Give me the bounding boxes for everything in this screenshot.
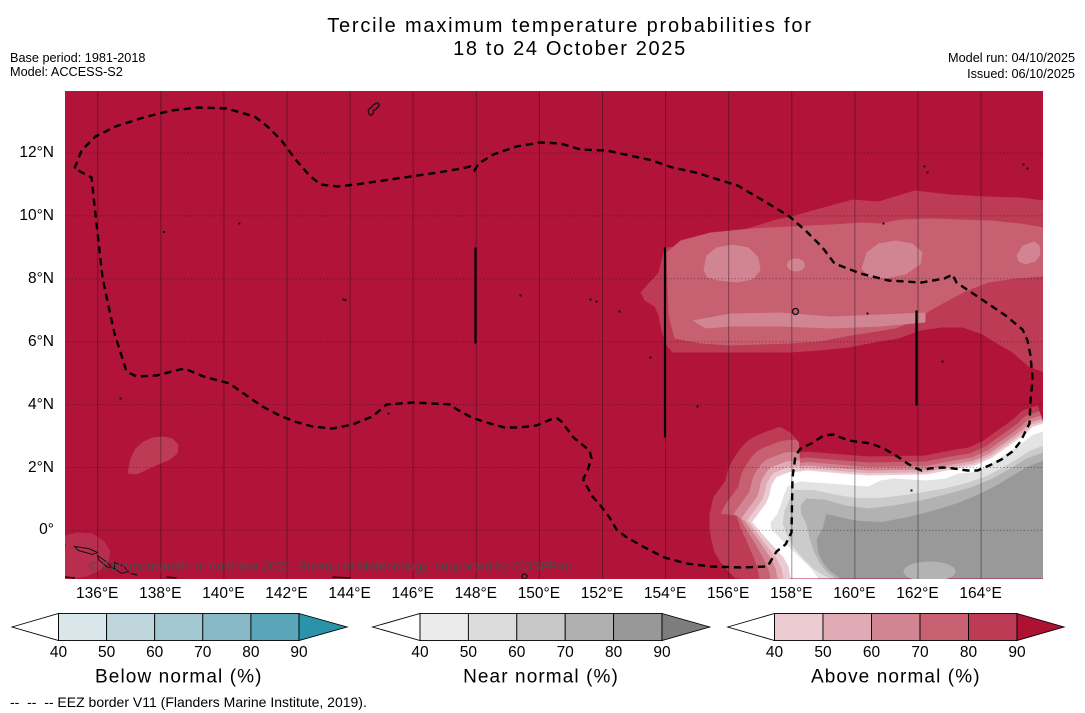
svg-text:© Commonwealth of Australia 20: © Commonwealth of Australia 2025, Bureau… xyxy=(88,558,571,573)
svg-text:60: 60 xyxy=(508,644,526,661)
svg-text:40: 40 xyxy=(50,644,68,661)
svg-text:Below normal (%): Below normal (%) xyxy=(95,667,263,688)
svg-text:60: 60 xyxy=(863,644,881,661)
svg-text:60: 60 xyxy=(146,644,164,661)
svg-text:50: 50 xyxy=(460,644,478,661)
svg-text:40: 40 xyxy=(411,644,429,661)
svg-text:70: 70 xyxy=(557,644,575,661)
svg-text:50: 50 xyxy=(98,644,116,661)
svg-text:90: 90 xyxy=(653,644,671,661)
svg-text:90: 90 xyxy=(290,644,308,661)
svg-text:80: 80 xyxy=(605,644,623,661)
svg-text:70: 70 xyxy=(194,644,212,661)
svg-text:90: 90 xyxy=(1008,644,1026,661)
svg-text:Above normal (%): Above normal (%) xyxy=(811,667,981,688)
svg-text:80: 80 xyxy=(242,644,260,661)
svg-text:Near normal (%): Near normal (%) xyxy=(463,667,619,688)
svg-text:70: 70 xyxy=(911,644,929,661)
svg-text:80: 80 xyxy=(960,644,978,661)
svg-text:50: 50 xyxy=(814,644,832,661)
svg-text:40: 40 xyxy=(766,644,784,661)
